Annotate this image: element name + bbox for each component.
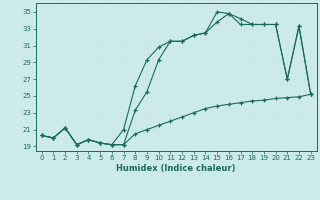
X-axis label: Humidex (Indice chaleur): Humidex (Indice chaleur) <box>116 164 236 173</box>
